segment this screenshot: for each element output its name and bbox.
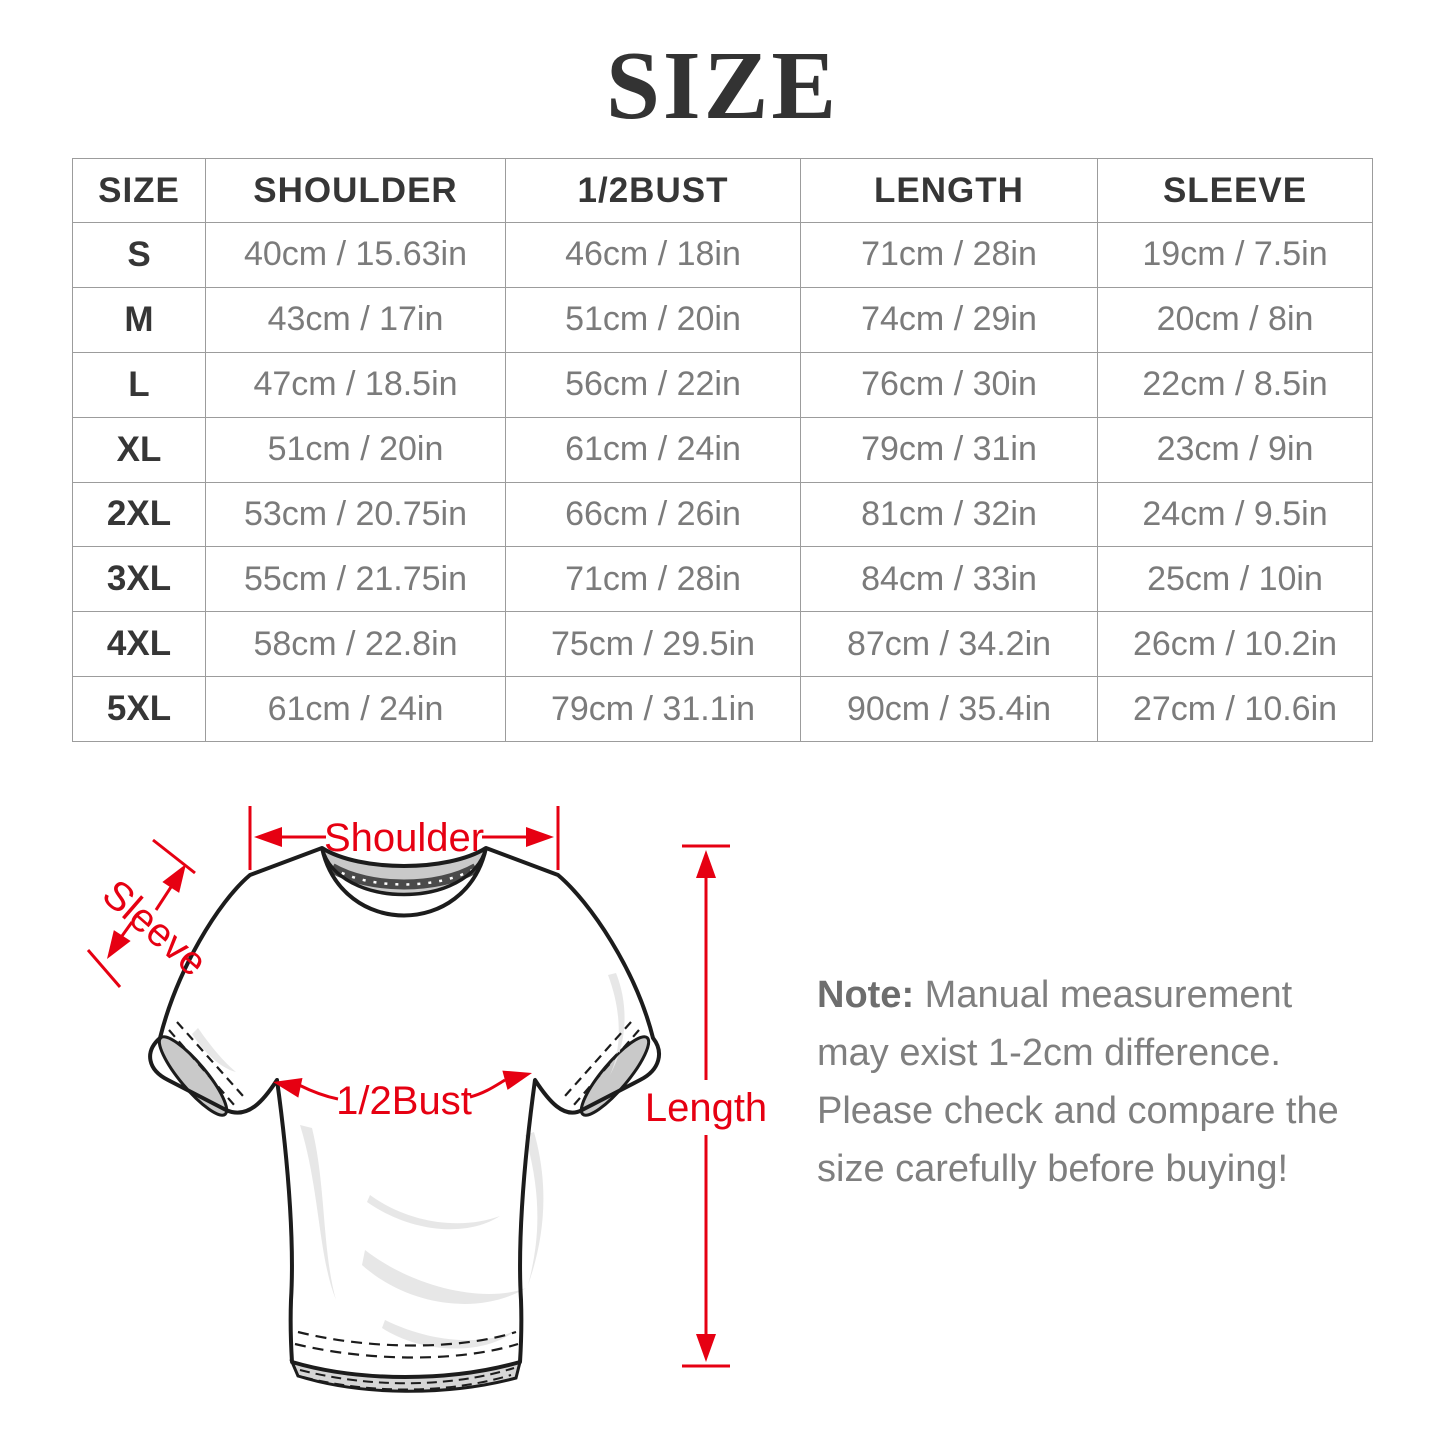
length-dimension-label: Length [645,1086,767,1130]
bust-value: 75cm / 29.5in [505,611,801,678]
size-label: M [72,286,206,353]
bust-value: 61cm / 24in [505,416,801,483]
measurement-note: Note: Manual measurement may exist 1-2cm… [817,966,1349,1198]
shoulder-value: 61cm / 24in [205,676,506,742]
length-arrowhead-top [696,850,716,878]
tshirt-body [150,848,660,1377]
shoulder-dimension: Shoulder [248,806,560,870]
table-row: S 40cm / 15.63in 46cm / 18in 71cm / 28in… [72,222,1373,288]
table-row: 5XL 61cm / 24in 79cm / 31.1in 90cm / 35.… [72,676,1373,742]
bottom-hem-lip-stitching [299,1367,515,1391]
length-value: 84cm / 33in [800,546,1098,613]
length-value: 76cm / 30in [800,351,1098,418]
shoulder-value: 51cm / 20in [205,416,506,483]
length-value: 90cm / 35.4in [800,676,1098,742]
col-header-shoulder: SHOULDER [205,158,506,223]
tshirt-illustration [148,846,661,1393]
table-row: M 43cm / 17in 51cm / 20in 74cm / 29in 20… [72,286,1373,353]
length-value: 81cm / 32in [800,481,1098,548]
size-label: S [72,222,206,288]
length-arrowhead-bottom [696,1334,716,1362]
col-header-bust: 1/2BUST [505,158,801,223]
sleeve-value: 20cm / 8in [1097,286,1373,353]
shoulder-value: 53cm / 20.75in [205,481,506,548]
shoulder-arrowhead-left [254,827,282,847]
bust-value: 51cm / 20in [505,286,801,353]
bust-dimension-label: 1/2Bust [336,1079,472,1123]
shoulder-value: 55cm / 21.75in [205,546,506,613]
table-header-row: SIZE SHOULDER 1/2BUST LENGTH SLEEVE [72,158,1373,223]
sleeve-tick-bottom [86,949,122,988]
table-row: 3XL 55cm / 21.75in 71cm / 28in 84cm / 33… [72,546,1373,613]
tshirt-measurement-diagram: Shoulder Sleeve 1/2Bust Length [86,806,767,1393]
table-row: L 47cm / 18.5in 56cm / 22in 76cm / 30in … [72,351,1373,418]
size-label: 2XL [72,481,206,548]
sleeve-value: 23cm / 9in [1097,416,1373,483]
sleeve-value: 26cm / 10.2in [1097,611,1373,678]
bust-value: 71cm / 28in [505,546,801,613]
collar-rib-inner-edge [320,847,488,897]
sleeve-stitching [168,1021,640,1107]
sleeve-value: 22cm / 8.5in [1097,351,1373,418]
tshirt-outline [148,846,661,1379]
size-label: L [72,351,206,418]
size-label: 5XL [72,676,206,742]
bust-value: 56cm / 22in [505,351,801,418]
bust-arrowhead-left [273,1078,303,1098]
length-value: 74cm / 29in [800,286,1098,353]
bust-value: 79cm / 31.1in [505,676,801,742]
collar-seam-stitch [331,866,477,886]
shoulder-dimension-label: Shoulder [324,816,484,860]
col-header-size: SIZE [72,158,206,223]
sleeve-dimension: Sleeve [86,838,215,988]
size-label: 3XL [72,546,206,613]
sleeve-arrowhead-bottom [107,930,131,959]
bust-value: 46cm / 18in [505,222,801,288]
note-text: Manual measurement may exist 1-2cm diffe… [817,974,1339,1190]
length-value: 79cm / 31in [800,416,1098,483]
page-title: SIZE [605,32,840,139]
table-row: 4XL 58cm / 22.8in 75cm / 29.5in 87cm / 3… [72,611,1373,678]
table-row: XL 51cm / 20in 61cm / 24in 79cm / 31in 2… [72,416,1373,483]
length-dimension: Length [645,844,767,1368]
length-value: 87cm / 34.2in [800,611,1098,678]
sleeve-tick-top [152,838,196,875]
sleeve-value: 24cm / 9.5in [1097,481,1373,548]
shoulder-value: 47cm / 18.5in [205,351,506,418]
sleeve-value: 19cm / 7.5in [1097,222,1373,288]
bust-value: 66cm / 26in [505,481,801,548]
shoulder-value: 43cm / 17in [205,286,506,353]
bottom-hem-stitching [294,1330,519,1359]
fabric-wrinkles [192,973,625,1349]
note-label: Note: [817,974,915,1016]
table-row: 2XL 53cm / 20.75in 66cm / 26in 81cm / 32… [72,481,1373,548]
sleeve-value: 27cm / 10.6in [1097,676,1373,742]
size-label: XL [72,416,206,483]
sleeve-arrowhead-top [162,864,186,893]
bust-dimension: 1/2Bust [273,1070,532,1123]
sleeve-value: 25cm / 10in [1097,546,1373,613]
size-table: SIZE SHOULDER 1/2BUST LENGTH SLEEVE S 40… [72,158,1373,742]
col-header-sleeve: SLEEVE [1097,158,1373,223]
shoulder-arrowhead-right [526,827,554,847]
shoulder-value: 58cm / 22.8in [205,611,506,678]
bust-arrowhead-right [502,1070,532,1090]
shoulder-value: 40cm / 15.63in [205,222,506,288]
collar-rib-outer-edge [320,847,488,918]
size-label: 4XL [72,611,206,678]
length-value: 71cm / 28in [800,222,1098,288]
col-header-length: LENGTH [800,158,1098,223]
sleeve-dimension-label: Sleeve [94,871,215,984]
